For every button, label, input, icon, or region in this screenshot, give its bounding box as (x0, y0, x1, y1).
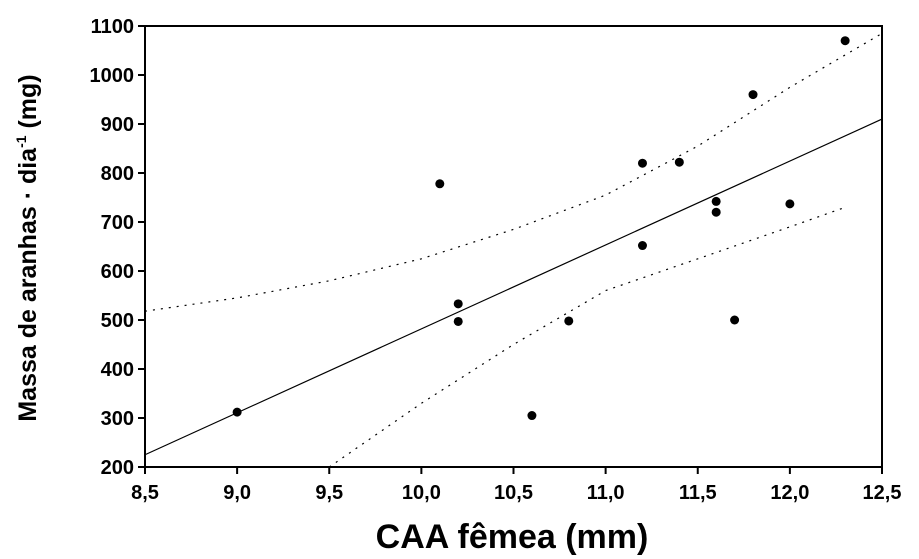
y-axis-label-unit: (mg) (14, 74, 42, 135)
y-axis-label-superscript: -1 (13, 135, 29, 148)
data-point (730, 315, 740, 325)
y-axis-label-main: Massa de aranhas · dia (14, 147, 42, 422)
x-axis-label: CAA fêmea (mm) (376, 518, 649, 556)
x-tick-label: 9,0 (223, 482, 251, 504)
y-axis: 200 300 400 500 600 700 800 900 1000 1100 (90, 16, 145, 479)
y-tick-label: 500 (101, 310, 134, 332)
y-tick-label: 1000 (90, 65, 135, 87)
data-point (748, 90, 758, 100)
plot-border (144, 25, 883, 468)
data-point (637, 158, 647, 168)
regression-line (144, 118, 883, 456)
regression-fit (144, 118, 883, 456)
data-point (564, 316, 574, 326)
x-tick-label: 8,5 (131, 482, 159, 504)
x-tick-label: 12,0 (770, 482, 809, 504)
y-tick-label: 700 (101, 212, 134, 234)
data-point (453, 316, 463, 326)
x-tick-label: 11,5 (679, 482, 717, 504)
y-tick-label: 200 (101, 457, 134, 479)
data-point (711, 207, 721, 217)
x-tick-label: 10,5 (494, 482, 533, 504)
data-point (637, 241, 647, 251)
y-tick-label: 400 (101, 359, 134, 381)
data-point (453, 299, 463, 309)
x-tick-label: 12,5 (863, 482, 902, 504)
data-point (840, 36, 850, 46)
data-point (435, 179, 445, 189)
x-axis: 8,5 9,0 9,5 10,0 10,5 11,0 11,5 12,0 12,5 (131, 467, 901, 504)
y-tick-label: 300 (101, 408, 134, 430)
plot-frame (144, 25, 883, 468)
x-tick-label: 9,5 (315, 482, 343, 504)
data-point (711, 196, 721, 206)
y-axis-label: Massa de aranhas · dia-1 (mg) (13, 74, 42, 421)
data-point (785, 199, 795, 209)
data-point (232, 407, 242, 417)
data-points (232, 36, 850, 421)
upper-confidence-band (144, 32, 883, 312)
data-point (674, 157, 684, 167)
x-tick-label: 10,0 (402, 482, 441, 504)
y-tick-label: 1100 (91, 16, 134, 38)
y-tick-label: 800 (101, 163, 134, 185)
confidence-bands (144, 32, 883, 468)
data-point (527, 411, 537, 421)
x-tick-label: 11,0 (587, 482, 625, 504)
y-tick-label: 900 (101, 114, 134, 136)
lower-confidence-band (328, 206, 846, 468)
y-tick-label: 600 (101, 261, 134, 283)
